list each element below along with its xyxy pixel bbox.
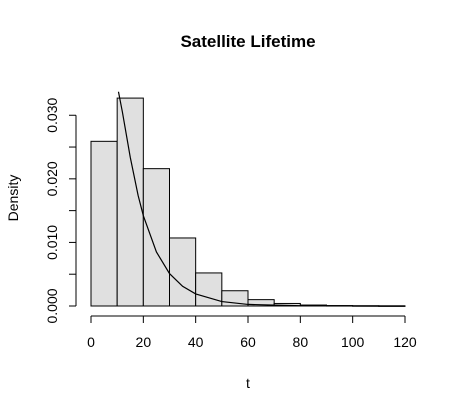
x-axis: 0 20 40 60 80 100 120 <box>87 315 417 350</box>
y-axis-label: Density <box>5 175 21 222</box>
y-tick-label: 0.030 <box>44 98 60 133</box>
x-tick-label: 120 <box>393 334 417 350</box>
x-tick-label: 0 <box>87 334 95 350</box>
histogram-bar <box>142 168 170 307</box>
histogram-bar <box>195 272 223 307</box>
histogram-bars <box>90 97 406 307</box>
x-tick-label: 40 <box>188 334 204 350</box>
density-curve <box>117 91 406 307</box>
x-tick-label: 100 <box>341 334 365 350</box>
x-tick-label: 80 <box>293 334 309 350</box>
y-tick-label: 0.020 <box>44 161 60 196</box>
histogram-bar <box>116 97 144 307</box>
histogram-bar <box>169 237 197 307</box>
x-axis-label: t <box>246 375 250 391</box>
x-tick-label: 60 <box>240 334 256 350</box>
y-axis: 0.000 0.010 0.020 0.030 <box>44 98 77 324</box>
x-tick-label: 20 <box>136 334 152 350</box>
histogram-bar <box>247 299 275 307</box>
histogram-bar <box>90 140 118 307</box>
chart-title: Satellite Lifetime <box>180 32 315 51</box>
y-tick-label: 0.000 <box>44 288 60 323</box>
y-tick-label: 0.010 <box>44 225 60 260</box>
